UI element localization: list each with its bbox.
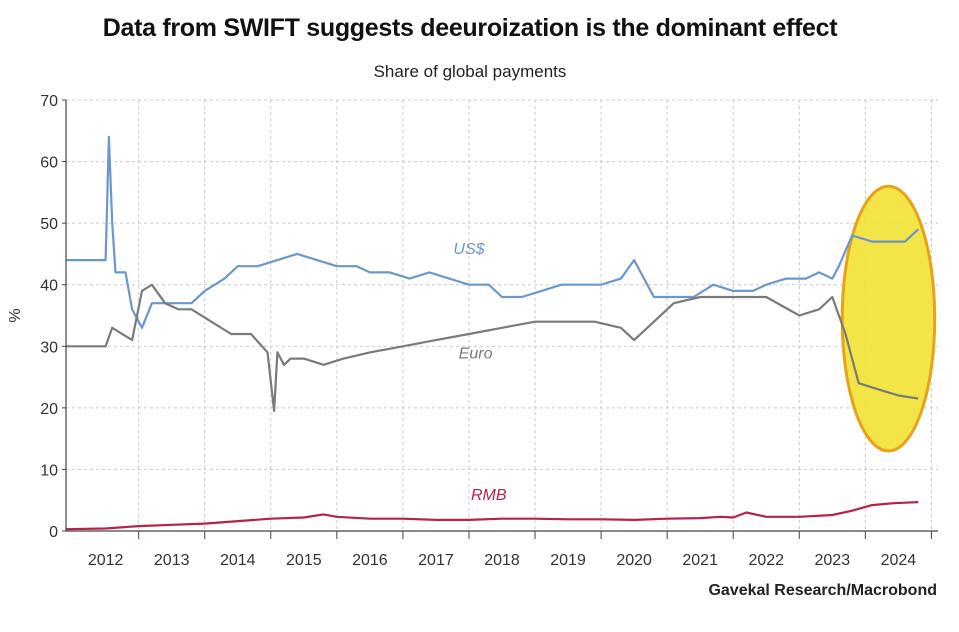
y-tick-label: 30 <box>40 339 58 356</box>
y-tick-label: 70 <box>40 93 58 110</box>
series-line-rmb <box>65 501 919 531</box>
x-tick-label: 2015 <box>286 552 322 569</box>
chart-source: Gavekal Research/Macrobond <box>708 582 937 599</box>
chart-title: Data from SWIFT suggests deeuroization i… <box>102 14 838 42</box>
series-line-euro <box>66 283 919 412</box>
grid <box>66 99 938 531</box>
highlight-ellipse <box>840 184 937 453</box>
series-line-us <box>66 135 919 329</box>
x-tick-label: 2019 <box>550 552 586 569</box>
labels: 0 10 20 30 40 50 60 70 2012 2013 2014 2015 2016 2017 2… <box>7 93 916 569</box>
x-tick-label: 2018 <box>484 552 520 569</box>
y-tick-label: 0 <box>49 524 58 541</box>
x-tick-label: 2023 <box>815 552 851 569</box>
x-tick-label: 2017 <box>418 552 454 569</box>
x-tick-label: 2022 <box>748 552 784 569</box>
x-tick-label: 2012 <box>88 552 124 569</box>
series-label-euro: Euro <box>459 346 493 363</box>
x-tick-label: 2021 <box>682 552 718 569</box>
y-tick-label: 10 <box>40 462 58 479</box>
y-tick-label: 50 <box>40 216 58 233</box>
x-tick-label: 2020 <box>616 552 652 569</box>
y-tick-label: 40 <box>40 278 58 295</box>
y-tick-label: 20 <box>40 401 58 418</box>
series-label-rmb: RMB <box>471 487 507 504</box>
axes <box>62 99 938 539</box>
chart-subtitle: Share of global payments <box>373 62 567 81</box>
series-layer <box>65 135 919 531</box>
y-tick-label: 60 <box>40 155 58 172</box>
x-tick-label: 2013 <box>154 552 190 569</box>
x-tick-label: 2016 <box>352 552 388 569</box>
highlight-layer <box>840 184 937 453</box>
y-axis-label: % <box>7 308 24 322</box>
series-label-us: US$ <box>453 241 485 258</box>
x-tick-label: 2024 <box>881 552 917 569</box>
x-tick-label: 2014 <box>220 552 256 569</box>
